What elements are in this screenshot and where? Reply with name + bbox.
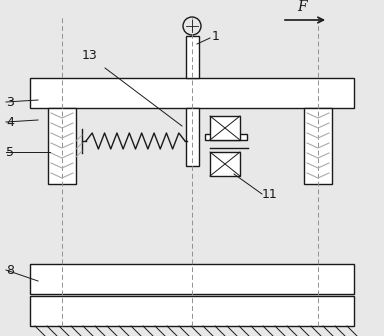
Text: 3: 3: [6, 95, 14, 109]
Bar: [185, 36, 199, 78]
Text: 11: 11: [262, 187, 278, 201]
Bar: [185, 108, 199, 166]
Text: F: F: [297, 0, 307, 14]
Bar: [210, 116, 240, 140]
Bar: [30, 296, 354, 326]
Bar: [48, 108, 76, 184]
Bar: [205, 134, 247, 140]
Text: 4: 4: [6, 116, 14, 128]
Text: 5: 5: [6, 145, 14, 159]
Bar: [210, 152, 240, 176]
Bar: [30, 264, 354, 294]
Bar: [30, 78, 354, 108]
Text: 8: 8: [6, 263, 14, 277]
Text: 13: 13: [82, 49, 98, 62]
Text: 1: 1: [212, 30, 220, 42]
Bar: [304, 108, 332, 184]
